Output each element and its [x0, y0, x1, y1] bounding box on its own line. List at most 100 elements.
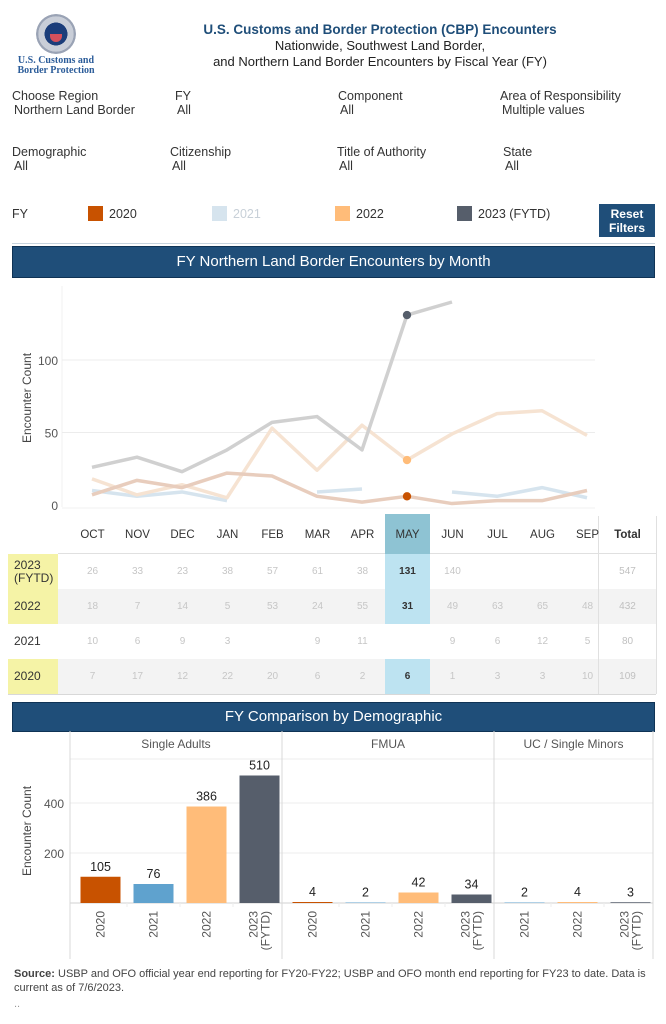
table-cell[interactable]: 63: [491, 601, 504, 612]
series-line-2021: [316, 487, 363, 494]
source-text: USBP and OFO official year end reporting…: [14, 968, 646, 994]
row-label[interactable]: 2020: [8, 659, 58, 694]
line-chart: 0 50 100 Encounter Count: [20, 286, 595, 516]
table-cell[interactable]: 31: [401, 601, 414, 612]
table-cell[interactable]: 61: [311, 566, 324, 577]
table-cell[interactable]: 9: [449, 636, 456, 647]
filter-value[interactable]: Multiple values: [502, 103, 585, 117]
bar-value-label: 42: [412, 876, 426, 890]
month-header-jul[interactable]: JUL: [487, 529, 508, 541]
table-cell[interactable]: 33: [131, 566, 144, 577]
legend-item-2022[interactable]: 2022: [335, 206, 384, 221]
table-cell[interactable]: 11: [357, 636, 368, 647]
table-cell[interactable]: [475, 554, 520, 589]
month-header-dec[interactable]: DEC: [170, 529, 195, 541]
month-header-oct[interactable]: OCT: [80, 529, 105, 541]
highlight-column: [385, 514, 430, 516]
month-header-sep[interactable]: SEP: [575, 529, 599, 541]
filter-value[interactable]: All: [177, 103, 191, 117]
table-cell[interactable]: 5: [584, 636, 591, 647]
table-cell[interactable]: 12: [176, 671, 189, 682]
reset-filters-button[interactable]: Reset Filters: [599, 204, 655, 237]
table-cell[interactable]: 7: [89, 671, 96, 682]
row-label[interactable]: 2021: [8, 624, 58, 659]
table-cell[interactable]: 3: [224, 636, 231, 647]
filter-value[interactable]: All: [14, 159, 28, 173]
filter-label: Title of Authority: [337, 145, 427, 159]
filter-area-of-responsibility[interactable]: Area of Responsibility Multiple values: [500, 89, 660, 117]
filter-title-of-authority[interactable]: Title of Authority All: [337, 145, 487, 173]
table-cell[interactable]: 18: [86, 601, 99, 612]
table-cell[interactable]: 2: [359, 671, 366, 682]
table-cell[interactable]: 38: [356, 566, 369, 577]
table-cell[interactable]: 26: [86, 566, 99, 577]
table-cell[interactable]: 131: [399, 566, 416, 577]
filter-value[interactable]: All: [172, 159, 186, 173]
table-cell[interactable]: 6: [314, 671, 321, 682]
table-row-bg: [8, 624, 656, 659]
table-cell[interactable]: 20: [266, 671, 279, 682]
table-cell[interactable]: 140: [444, 566, 461, 577]
legend-item-2023-fytd[interactable]: 2023 (FYTD): [457, 206, 550, 221]
table-cell[interactable]: [250, 624, 295, 659]
filter-demographic[interactable]: Demographic All: [12, 145, 162, 173]
filter-label: Citizenship: [170, 145, 232, 159]
filter-value[interactable]: All: [340, 103, 354, 117]
filter-component[interactable]: Component All: [338, 89, 488, 117]
table-cell[interactable]: 22: [221, 671, 234, 682]
y-tick-label: 400: [44, 797, 64, 811]
bar-value-label: 4: [574, 885, 581, 899]
month-header-aug[interactable]: AUG: [530, 529, 555, 541]
logo-text: U.S. Customs and Border Protection: [14, 56, 98, 76]
month-header-feb[interactable]: FEB: [261, 529, 284, 541]
table-cell[interactable]: 12: [536, 636, 549, 647]
table-cell[interactable]: 6: [404, 671, 411, 682]
series-line-2021: [451, 485, 588, 500]
month-header-jan[interactable]: JAN: [216, 529, 239, 541]
table-cell[interactable]: 6: [494, 636, 501, 647]
filter-state[interactable]: State All: [503, 145, 653, 173]
table-cell[interactable]: 3: [494, 671, 501, 682]
table-cell[interactable]: 24: [311, 601, 324, 612]
table-cell[interactable]: 14: [176, 601, 189, 612]
month-header-jun[interactable]: JUN: [441, 529, 464, 541]
filter-fy[interactable]: FY All: [175, 89, 325, 117]
table-cell[interactable]: 55: [356, 601, 369, 612]
month-header-mar[interactable]: MAR: [304, 529, 331, 541]
month-header-may[interactable]: MAY: [395, 529, 420, 541]
legend-item-2020[interactable]: 2020: [88, 206, 137, 221]
table-cell[interactable]: 1: [449, 671, 456, 682]
table-cell[interactable]: 9: [314, 636, 321, 647]
filter-value[interactable]: All: [505, 159, 519, 173]
table-cell[interactable]: 10: [86, 636, 99, 647]
table-cell[interactable]: 23: [176, 566, 189, 577]
filter-value[interactable]: All: [339, 159, 353, 173]
row-label[interactable]: 2022: [8, 589, 58, 624]
page-subtitle-line2: and Northern Land Border Encounters by F…: [213, 54, 547, 69]
table-cell[interactable]: 53: [266, 601, 279, 612]
filter-citizenship[interactable]: Citizenship All: [170, 145, 320, 173]
table-cell[interactable]: 17: [131, 671, 144, 682]
filter-value[interactable]: Northern Land Border: [14, 103, 135, 117]
table-cell[interactable]: 48: [581, 601, 594, 612]
table-cell[interactable]: [520, 554, 565, 589]
header-divider: [58, 553, 656, 554]
legend-text: 2023 (FYTD): [478, 206, 551, 221]
month-header-nov[interactable]: NOV: [125, 529, 150, 541]
table-cell[interactable]: 10: [581, 671, 594, 682]
table-cell[interactable]: 9: [179, 636, 186, 647]
table-cell[interactable]: 49: [446, 601, 459, 612]
table-cell[interactable]: 5: [224, 601, 231, 612]
table-cell[interactable]: 6: [134, 636, 141, 647]
legend-item-2021[interactable]: 2021: [212, 206, 261, 221]
month-header-apr[interactable]: APR: [350, 529, 375, 541]
table-cell[interactable]: 65: [536, 601, 549, 612]
table-cell[interactable]: 38: [221, 566, 234, 577]
table-cell[interactable]: 3: [539, 671, 546, 682]
table-bottom-border: [8, 694, 656, 695]
table-cell[interactable]: 57: [266, 566, 279, 577]
table-cell[interactable]: 7: [134, 601, 141, 612]
filter-region[interactable]: Choose Region Northern Land Border: [12, 89, 162, 117]
table-cell[interactable]: [385, 624, 430, 659]
row-label[interactable]: 2023 (FYTD): [8, 554, 58, 589]
